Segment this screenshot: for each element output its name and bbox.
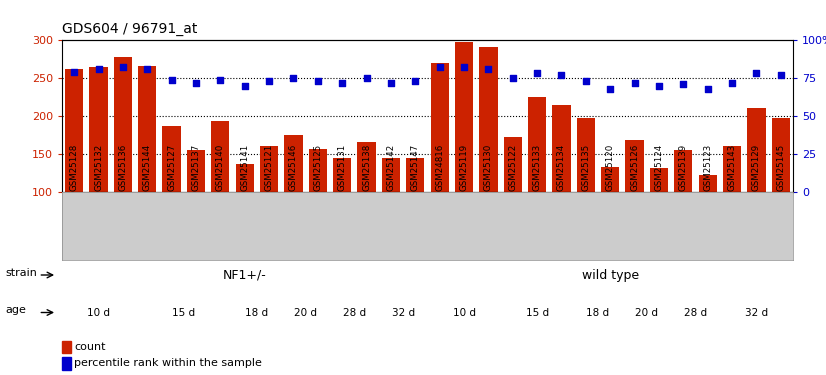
Bar: [748, 108, 766, 192]
Text: 28 d: 28 d: [343, 308, 366, 318]
Point: [676, 81, 690, 87]
Bar: [479, 47, 497, 192]
Point: [140, 66, 154, 72]
Point: [458, 64, 471, 70]
Bar: [358, 142, 376, 192]
Point: [116, 64, 130, 70]
Bar: [406, 158, 425, 192]
Bar: [430, 63, 449, 192]
Bar: [674, 150, 692, 192]
Text: count: count: [74, 342, 106, 352]
Point: [506, 75, 520, 81]
Bar: [504, 137, 522, 192]
Bar: [235, 164, 254, 192]
Point: [604, 86, 617, 92]
Bar: [528, 97, 546, 192]
Bar: [114, 57, 132, 192]
Point: [555, 72, 568, 78]
Point: [189, 80, 202, 86]
Point: [774, 72, 787, 78]
Text: 20 d: 20 d: [635, 308, 658, 318]
Text: 10 d: 10 d: [87, 308, 110, 318]
Bar: [309, 148, 327, 192]
Bar: [771, 118, 790, 192]
Bar: [62, 357, 71, 369]
Bar: [284, 135, 302, 192]
Point: [287, 75, 300, 81]
Bar: [601, 167, 620, 192]
Point: [750, 70, 763, 76]
Bar: [553, 105, 571, 192]
Point: [482, 66, 495, 72]
Point: [384, 80, 397, 86]
Text: strain: strain: [5, 268, 37, 279]
Text: GDS604 / 96791_at: GDS604 / 96791_at: [62, 22, 197, 36]
Bar: [89, 67, 107, 192]
Bar: [577, 117, 595, 192]
Bar: [65, 69, 83, 192]
Text: 18 d: 18 d: [245, 308, 268, 318]
Text: age: age: [5, 305, 26, 315]
Point: [409, 78, 422, 84]
Point: [579, 78, 592, 84]
Point: [653, 82, 666, 88]
Text: NF1+/-: NF1+/-: [223, 268, 267, 282]
Bar: [699, 175, 717, 192]
Point: [335, 80, 349, 86]
Text: 20 d: 20 d: [294, 308, 317, 318]
Bar: [211, 122, 230, 192]
Bar: [163, 126, 181, 192]
Bar: [62, 340, 71, 353]
Bar: [333, 158, 351, 192]
Point: [360, 75, 373, 81]
Bar: [723, 146, 741, 192]
Text: 15 d: 15 d: [173, 308, 195, 318]
Point: [92, 66, 105, 72]
Point: [238, 82, 251, 88]
Point: [530, 70, 544, 76]
Point: [311, 78, 325, 84]
Point: [433, 64, 446, 70]
Text: wild type: wild type: [582, 268, 638, 282]
Bar: [260, 146, 278, 192]
Point: [628, 80, 641, 86]
Point: [68, 69, 81, 75]
Point: [725, 80, 738, 86]
Point: [165, 76, 178, 82]
Bar: [625, 140, 643, 192]
Point: [263, 78, 276, 84]
Point: [701, 86, 714, 92]
Bar: [138, 66, 156, 192]
Text: 32 d: 32 d: [745, 308, 768, 318]
Text: 18 d: 18 d: [586, 308, 610, 318]
Bar: [455, 42, 473, 192]
Text: 28 d: 28 d: [684, 308, 707, 318]
Text: 10 d: 10 d: [453, 308, 476, 318]
Bar: [650, 168, 668, 192]
Text: percentile rank within the sample: percentile rank within the sample: [74, 358, 262, 368]
Text: 15 d: 15 d: [525, 308, 548, 318]
Bar: [187, 150, 205, 192]
Text: 32 d: 32 d: [392, 308, 415, 318]
Point: [214, 76, 227, 82]
Bar: [382, 158, 400, 192]
